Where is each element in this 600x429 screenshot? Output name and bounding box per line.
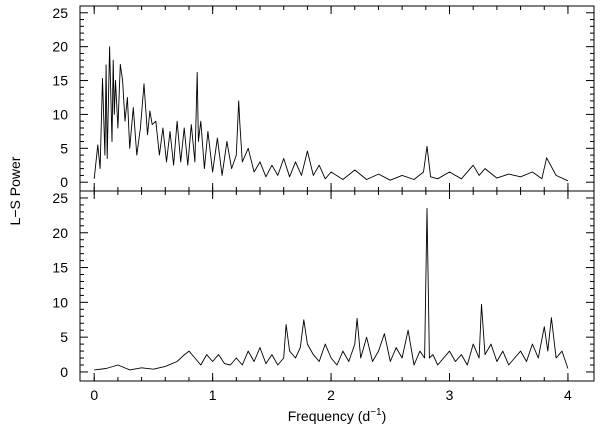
x-tick-label: 4 [564, 387, 572, 403]
y-tick-label: 10 [52, 294, 68, 310]
x-tick-label: 3 [446, 387, 454, 403]
x-tick-label: 0 [90, 387, 98, 403]
power-spectrum-line-top [93, 46, 569, 182]
y-tick-label: 15 [52, 73, 68, 89]
y-tick-label: 25 [52, 190, 68, 206]
x-axis-label-close: ) [382, 408, 387, 424]
top-panel: 0 5 10 15 20 25 [52, 5, 595, 192]
y-tick-label: 20 [52, 39, 68, 55]
y-tick-label: 20 [52, 225, 68, 241]
x-tick-label: 2 [327, 387, 335, 403]
y-tick-label: 0 [60, 364, 68, 380]
y-tick-label: 25 [52, 5, 68, 21]
y-axis-label: L−S Power [7, 156, 23, 225]
y-tick-label: 10 [52, 106, 68, 122]
y-tick-label: 15 [52, 260, 68, 276]
x-axis-label-main: Frequency (d [288, 408, 370, 424]
x-tick-label: 1 [209, 387, 217, 403]
bottom-panel: 0 5 10 15 20 25 [52, 190, 595, 382]
x-axis-label: Frequency (d−1) [288, 407, 387, 424]
top-panel-frame [79, 5, 595, 192]
y-tick-label: 5 [60, 329, 68, 345]
bottom-panel-frame [79, 190, 595, 382]
y-tick-label: 0 [60, 174, 68, 190]
y-tick-label: 5 [60, 140, 68, 156]
x-axis-label-superscript: −1 [370, 407, 382, 418]
power-spectrum-line-bottom [94, 207, 569, 371]
